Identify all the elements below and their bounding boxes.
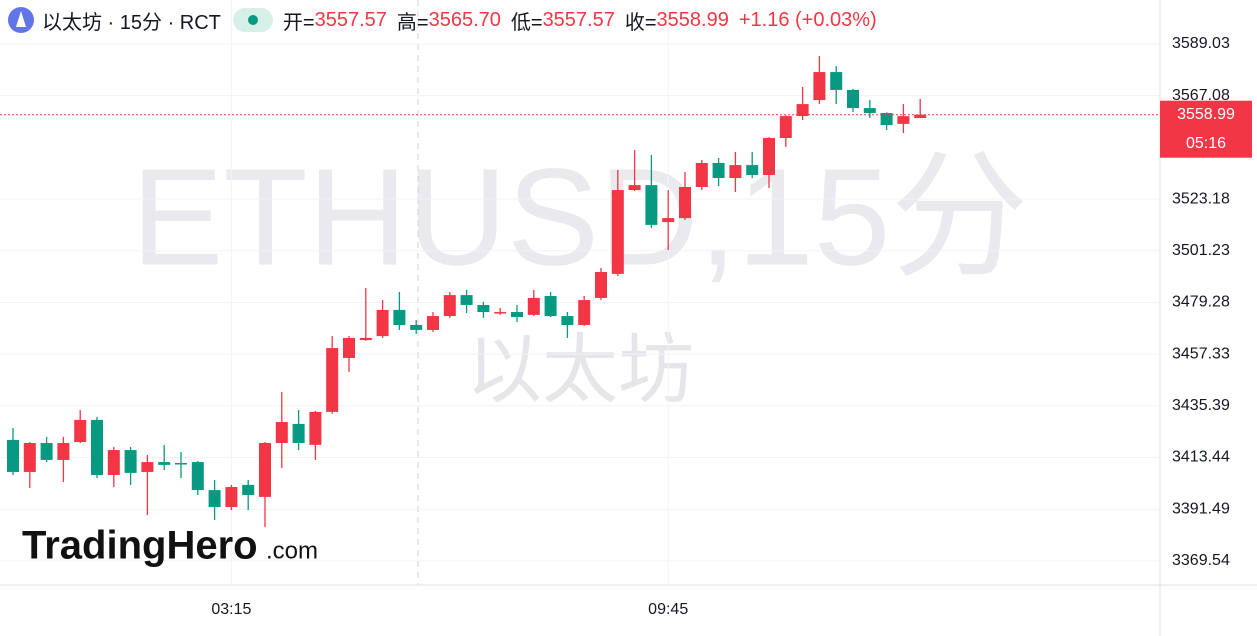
candle-body (914, 114, 927, 119)
candle-body (57, 442, 70, 460)
candle-body (662, 218, 675, 223)
candle-body (158, 462, 171, 465)
candle-body (679, 186, 691, 219)
legend: 以太坊 · 15分 · RCT 开= 3557.57 高= 3565.70 低= 35… (8, 6, 877, 34)
candle-body (830, 72, 843, 90)
candle-body (863, 108, 876, 114)
candle-body (847, 89, 859, 109)
candle-body (628, 185, 641, 191)
x-tick-label: 09:45 (648, 601, 688, 618)
high-label: 高= (396, 11, 429, 34)
candle-body (208, 490, 221, 508)
open-value: 3557.57 (314, 8, 387, 31)
x-tick-label: 03:15 (211, 601, 251, 618)
candle-body (107, 450, 120, 476)
countdown: 05:16 (1186, 135, 1226, 152)
watermark-symbol: ETHUSD,15分 (131, 140, 1028, 294)
candle-body (292, 423, 305, 443)
candle-body (544, 296, 557, 317)
candle-body (326, 348, 339, 412)
candle-body (23, 442, 36, 472)
candle-body (191, 462, 204, 491)
candle-body (175, 463, 187, 465)
candle-body (477, 304, 490, 313)
candle-body (779, 116, 792, 139)
candle-body (729, 165, 742, 179)
y-tick-label: 3369.54 (1172, 552, 1230, 569)
y-tick-label: 3501.23 (1172, 242, 1230, 259)
candle-body (376, 309, 389, 337)
candle-body (695, 162, 708, 187)
candle-body (124, 450, 137, 473)
open-label: 开= (282, 11, 315, 34)
candle-body (7, 439, 19, 472)
candle-body (141, 462, 154, 472)
toggle[interactable] (232, 8, 273, 32)
eth-icon (8, 7, 34, 33)
high-value: 3565.70 (428, 8, 501, 31)
logo-brand: TradingHero (22, 524, 258, 568)
candle-body (359, 337, 372, 341)
candle-body (578, 300, 591, 325)
candle-body (443, 295, 456, 317)
y-tick-label: 3523.18 (1172, 190, 1230, 207)
candle-body (897, 116, 910, 124)
candle-body (242, 484, 255, 496)
last-price-box (1160, 100, 1252, 158)
last-price-label: 3558.99 (1177, 106, 1235, 123)
candle-body (225, 487, 238, 508)
change: +1.16 (+0.03%) (738, 8, 877, 31)
candle-body (427, 316, 439, 330)
y-tick-label: 3413.44 (1172, 449, 1230, 466)
candle-body (645, 185, 658, 225)
candle-body (460, 295, 473, 305)
y-tick-label: 3435.39 (1172, 397, 1230, 414)
candle-body (763, 138, 775, 175)
watermark-name: 以太坊 (466, 328, 694, 413)
candle-body (880, 113, 893, 126)
candle-body (796, 104, 809, 117)
y-tick-label: 3479.28 (1172, 294, 1230, 311)
candle-body (393, 309, 406, 325)
symbol: 以太坊 · 15分 · RCT (42, 11, 221, 34)
candle-body (813, 72, 826, 101)
candle-body (74, 419, 87, 443)
y-tick-label: 3457.33 (1172, 345, 1230, 362)
candle-body (561, 316, 574, 325)
logo-domain: .com (266, 537, 318, 564)
low-label: 低= (510, 11, 543, 34)
candle-body (511, 312, 523, 317)
low-value: 3557.57 (542, 8, 615, 31)
candle-body (91, 419, 103, 476)
candle-body (746, 165, 759, 175)
close-value: 3558.99 (656, 8, 729, 31)
candle-body (40, 442, 53, 460)
candle-body (595, 272, 607, 298)
y-tick-label: 3391.49 (1172, 500, 1230, 517)
candle-body (275, 422, 288, 443)
y-tick-label: 3567.08 (1172, 87, 1230, 104)
candle-body (494, 312, 507, 314)
candle-body (259, 442, 271, 497)
y-tick-label: 3589.03 (1172, 35, 1230, 52)
candle-body (611, 190, 624, 274)
candle-body (343, 337, 355, 358)
close-label: 收= (624, 11, 657, 34)
candle-body (712, 162, 725, 179)
candle-body (309, 411, 322, 445)
candle-body (527, 297, 540, 315)
candle-body (410, 325, 423, 330)
